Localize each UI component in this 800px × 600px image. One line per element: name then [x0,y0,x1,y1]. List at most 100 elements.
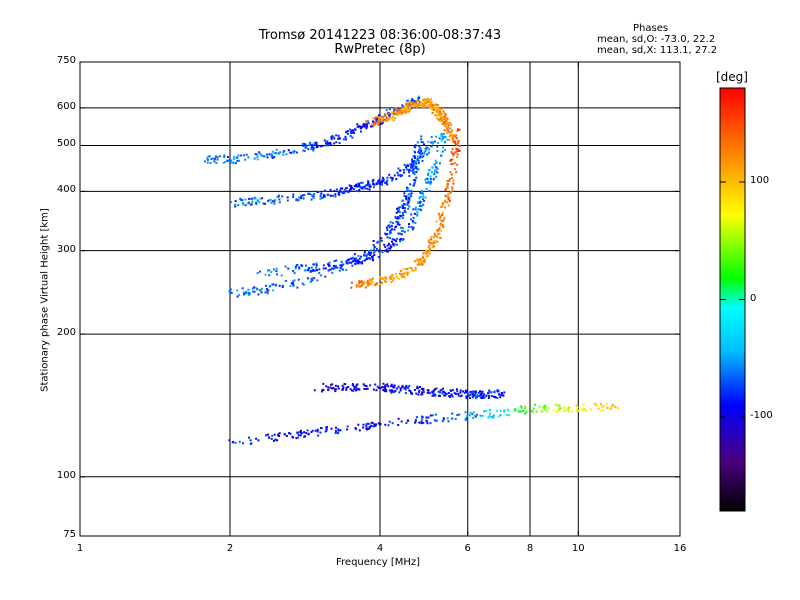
echo-point [372,388,375,391]
echo-point [412,226,415,229]
echo-point [310,277,313,280]
echo-point [297,436,300,439]
echo-point [275,270,278,273]
x-tick-label: 10 [571,543,585,554]
echo-point [489,409,492,412]
echo-point [351,384,354,387]
echo-point [445,201,448,204]
echo-point [501,394,504,397]
echo-point [408,198,411,201]
echo-point [454,168,457,171]
echo-point [408,384,411,387]
echo-point [425,416,428,419]
echo-point [386,383,389,386]
echo-point [277,433,280,436]
echo-point [319,195,322,198]
echo-point [435,175,438,178]
echo-point [272,268,275,271]
echo-point [397,424,400,426]
echo-point [439,119,441,122]
y-tick-label: 300 [56,243,76,255]
echo-point [424,251,427,254]
echo-point [400,226,403,229]
echo-point [416,168,419,171]
echo-point [449,191,452,194]
echo-point [323,194,326,197]
echo-point [443,216,446,219]
echo-point [459,389,462,392]
echo-point [354,427,357,430]
echo-point [417,159,420,162]
echo-point [410,166,413,169]
echo-point [449,171,452,174]
echo-point [385,390,388,393]
echo-point [274,284,277,287]
echo-point [435,220,438,223]
echo-point [411,166,414,169]
echo-point [450,394,453,397]
echo-point [524,407,527,409]
echo-point [499,414,502,416]
echo-point [451,162,454,165]
echo-point [434,103,437,106]
echo-point [433,232,436,235]
colorbar-ticks [720,181,745,418]
echo-point [405,385,407,388]
echo-point [337,134,340,137]
echo-point [391,227,393,230]
echo-point [351,186,354,189]
echo-point [416,385,419,388]
echo-point [387,225,390,227]
echo-point [350,261,353,264]
echo-point [337,428,340,431]
echo-point [465,397,468,400]
echo-point [308,192,311,195]
echo-point [371,256,374,259]
echo-point [388,420,391,423]
echo-point [420,393,423,396]
echo-point [417,208,420,211]
echo-point [343,383,346,385]
echo-point [363,125,366,128]
echo-point [354,263,357,265]
echo-point [364,184,367,187]
echo-point [392,279,394,282]
echo-point [235,162,237,165]
echo-point [296,432,299,435]
echo-point [334,390,337,393]
echo-point [450,150,453,153]
echo-point [316,279,319,282]
echo-point [406,419,409,422]
echo-point [400,420,403,423]
echo-point [208,155,211,158]
echo-point [332,194,335,197]
echo-point [374,117,377,120]
echo-point [452,140,455,143]
echo-point [420,260,423,263]
echo-point [261,154,263,157]
echo-point [381,117,384,120]
echo-point [330,427,333,430]
echo-point [438,227,441,230]
echo-point [312,196,315,199]
echo-point [431,140,434,143]
echo-point [265,434,268,437]
echo-point [368,280,371,283]
echo-point [266,292,269,295]
echo-point [435,106,438,109]
echo-point [396,223,399,226]
echo-point [443,115,446,118]
echo-point [412,184,415,187]
echo-point [311,143,314,146]
echo-point [334,431,337,434]
echo-point [454,143,457,146]
echo-point [402,268,405,271]
echo-point [381,121,384,124]
echo-point [420,152,422,155]
echo-point [390,231,392,234]
echo-point [420,205,423,207]
echo-point [285,153,288,156]
echo-point [292,193,295,196]
echo-point [440,132,443,135]
echo-point [422,203,425,206]
